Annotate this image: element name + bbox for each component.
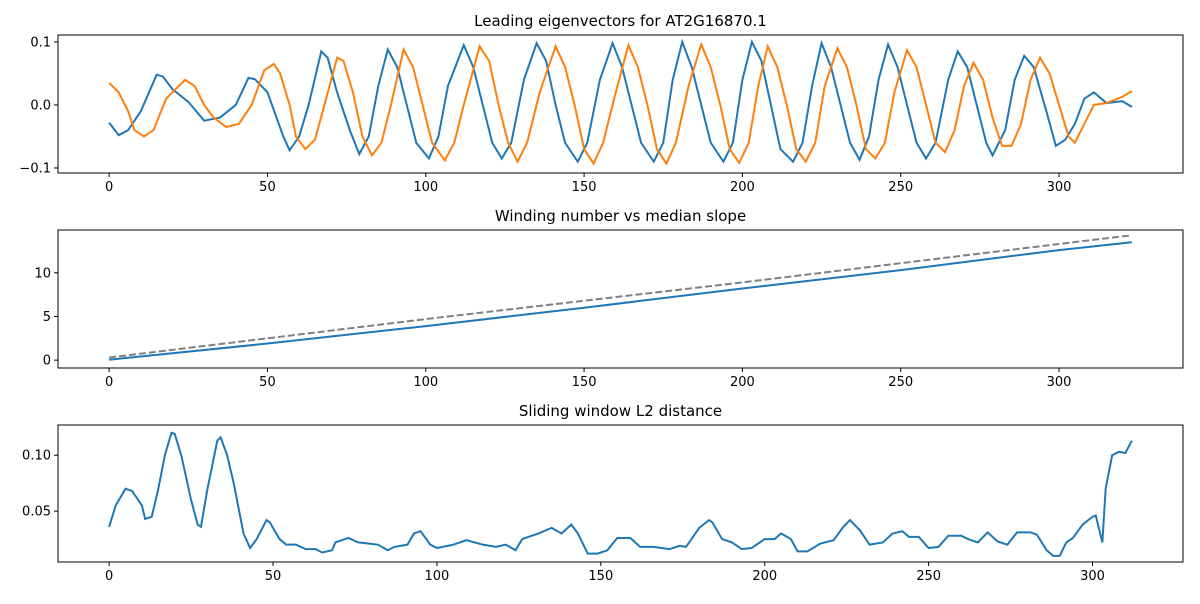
y-tick-label: 0.1 [30, 35, 51, 50]
chart-title: Leading eigenvectors for AT2G16870.1 [474, 12, 767, 30]
data-line [108, 41, 1133, 166]
axes-frame [57, 229, 1184, 369]
x-tick-label: 250 [888, 180, 913, 195]
x-tick-label: 200 [730, 375, 755, 390]
y-tick-label: 10 [34, 266, 51, 281]
y-tick-label: 0.0 [30, 98, 51, 113]
x-tick-label: 300 [1047, 180, 1072, 195]
data-line [108, 431, 1133, 557]
y-tick-label: −0.1 [19, 161, 51, 176]
x-tick-label: 100 [413, 180, 438, 195]
x-tick-label: 150 [572, 180, 597, 195]
x-tick-label: 100 [425, 569, 450, 584]
axes-frame [57, 34, 1184, 174]
x-tick-label: 0 [105, 375, 113, 390]
axes-frame [57, 424, 1184, 563]
x-tick-label: 300 [1047, 375, 1072, 390]
x-tick-label: 200 [752, 569, 777, 584]
y-tick-label: 0.10 [22, 449, 51, 464]
y-tick-label: 5 [43, 310, 51, 325]
x-tick-label: 250 [916, 569, 941, 584]
chart-title: Winding number vs median slope [495, 207, 746, 225]
data-line [109, 241, 1132, 361]
x-tick-label: 150 [588, 569, 613, 584]
x-tick-label: 0 [105, 569, 113, 584]
x-tick-label: 50 [259, 375, 276, 390]
x-tick-label: 0 [105, 180, 113, 195]
chart-title: Sliding window L2 distance [519, 402, 722, 420]
x-tick-label: 50 [259, 180, 276, 195]
x-tick-label: 250 [888, 375, 913, 390]
data-line [109, 234, 1132, 359]
x-tick-label: 300 [1080, 569, 1105, 584]
x-tick-label: 150 [572, 375, 597, 390]
x-tick-label: 200 [730, 180, 755, 195]
y-tick-label: 0 [43, 354, 51, 369]
x-tick-label: 100 [413, 375, 438, 390]
x-tick-label: 50 [265, 569, 282, 584]
y-tick-label: 0.05 [22, 505, 51, 520]
data-line [108, 38, 1133, 164]
